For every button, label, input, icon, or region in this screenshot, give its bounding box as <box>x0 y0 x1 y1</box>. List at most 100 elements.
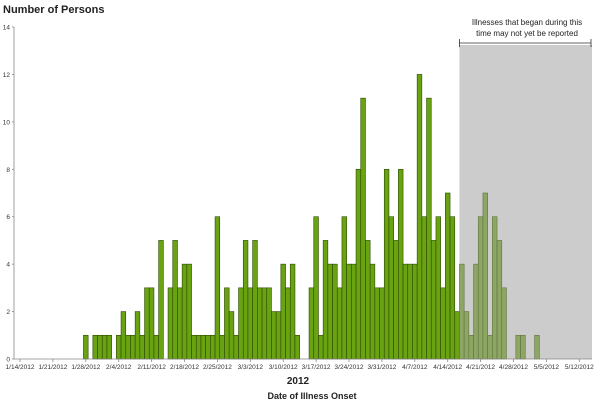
bar <box>520 334 526 360</box>
bar <box>473 263 479 360</box>
bar <box>116 334 122 360</box>
bar <box>289 263 296 360</box>
bar <box>280 263 286 360</box>
bar <box>435 216 441 360</box>
x-tick-label: 1/14/2012 <box>6 364 35 371</box>
bar <box>313 216 319 360</box>
bar <box>365 240 371 360</box>
y-tick-label: 0 <box>6 357 10 364</box>
bar <box>468 334 474 360</box>
bar <box>219 334 225 360</box>
bar <box>120 311 127 360</box>
bar <box>369 263 376 360</box>
bar <box>271 311 277 360</box>
bar <box>200 334 206 360</box>
bar <box>247 287 253 360</box>
bar <box>134 311 141 360</box>
bar <box>101 334 108 360</box>
bar <box>106 334 112 360</box>
x-tick-label: 1/28/2012 <box>71 364 100 371</box>
bar <box>266 287 272 360</box>
bar <box>383 168 390 360</box>
bar <box>379 287 385 360</box>
bar <box>374 287 380 360</box>
bar <box>332 263 338 360</box>
bar <box>177 287 183 360</box>
bar <box>257 287 263 360</box>
bar <box>454 311 460 360</box>
bar <box>228 311 235 360</box>
x-tick-label: 2/18/2012 <box>170 364 199 371</box>
bar <box>308 287 315 360</box>
annotation-line-1: Illnesses that began during this <box>472 18 582 27</box>
x-axis-year-label: 2012 <box>287 376 310 387</box>
bar <box>341 216 347 360</box>
bar <box>224 287 230 360</box>
bar <box>412 263 418 360</box>
bar <box>501 287 507 360</box>
bar <box>97 334 103 360</box>
bar <box>214 216 221 360</box>
bar <box>322 240 329 360</box>
y-tick-label: 6 <box>6 214 10 221</box>
bar <box>351 263 357 360</box>
bar <box>210 334 216 360</box>
bar <box>186 263 192 360</box>
x-tick-label: 4/7/2012 <box>402 364 428 371</box>
x-axis-title: Date of Illness Onset <box>267 391 356 401</box>
bar <box>238 287 244 360</box>
bar <box>191 334 197 360</box>
bar <box>139 334 145 360</box>
x-tick-label: 3/31/2012 <box>367 364 396 371</box>
bar <box>402 263 409 360</box>
bar <box>459 263 465 360</box>
bar <box>449 216 456 360</box>
bar <box>83 334 89 360</box>
bar <box>318 334 324 360</box>
bar <box>477 216 484 360</box>
x-tick-label: 5/5/2012 <box>534 364 560 371</box>
bar <box>205 334 211 360</box>
bar <box>252 240 258 360</box>
bar <box>144 287 150 360</box>
bar <box>430 240 437 360</box>
bar <box>285 287 291 360</box>
bar <box>388 216 394 360</box>
x-tick-label: 3/10/2012 <box>269 364 298 371</box>
bar <box>360 97 366 360</box>
x-tick-label: 4/14/2012 <box>433 364 462 371</box>
x-tick-label: 2/4/2012 <box>106 364 132 371</box>
bar <box>355 168 362 360</box>
bar <box>496 240 503 360</box>
y-axis-title: Number of Persons <box>3 4 104 16</box>
bar <box>463 311 470 360</box>
x-tick-label: 4/21/2012 <box>466 364 495 371</box>
bar <box>416 74 423 360</box>
x-tick-label: 2/25/2012 <box>203 364 232 371</box>
y-tick-label: 14 <box>3 25 11 32</box>
bar <box>398 168 404 360</box>
x-tick-label: 5/12/2012 <box>565 364 594 371</box>
bar <box>421 216 427 360</box>
bar <box>261 287 268 360</box>
bar <box>92 334 98 360</box>
y-tick-label: 12 <box>3 72 11 79</box>
annotation-bracket <box>459 39 592 47</box>
x-tick-label: 3/24/2012 <box>335 364 364 371</box>
y-tick-label: 2 <box>6 309 10 316</box>
bar <box>393 240 399 360</box>
bar <box>130 334 136 360</box>
bar <box>294 334 300 360</box>
bar <box>125 334 131 360</box>
bar <box>515 334 521 360</box>
bar <box>492 216 498 360</box>
bar <box>167 287 174 360</box>
x-tick-label: 3/3/2012 <box>238 364 264 371</box>
bar <box>482 192 488 360</box>
bar <box>327 263 333 360</box>
bar <box>242 240 249 360</box>
bar <box>440 287 446 360</box>
bar <box>534 334 540 360</box>
y-tick-label: 8 <box>6 167 10 174</box>
